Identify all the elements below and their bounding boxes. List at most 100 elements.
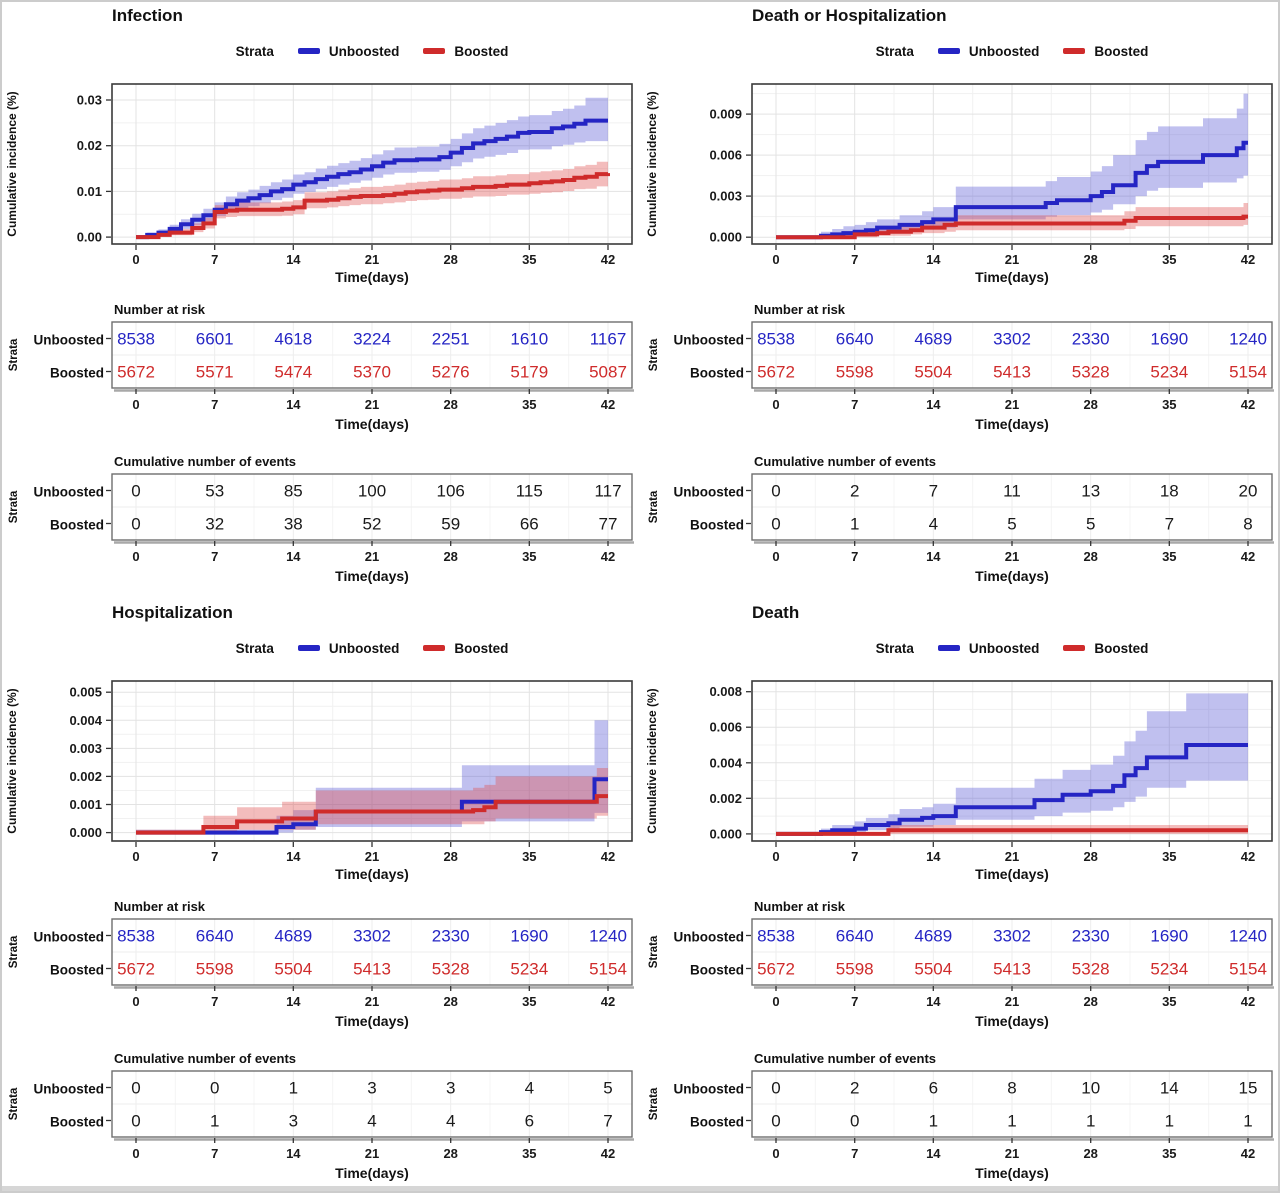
table-grid <box>752 322 1272 388</box>
table-border <box>751 1070 1273 1138</box>
table-grid <box>112 1071 632 1137</box>
y-tick-label: 0.03 <box>77 93 102 108</box>
x-tick-label: 7 <box>851 549 858 564</box>
table-cell: 4 <box>929 515 938 534</box>
table-cell: 3 <box>367 1079 376 1098</box>
strata-axis-label: Strata <box>648 935 660 968</box>
ci-band-boosted <box>136 159 608 238</box>
legend-label-boosted: Boosted <box>454 640 509 656</box>
table-cell: 5504 <box>914 960 952 979</box>
x-tick-label: 0 <box>772 549 779 564</box>
x-tick-label: 35 <box>522 549 536 564</box>
table-cell: 52 <box>363 515 382 534</box>
panel-border <box>751 83 1273 245</box>
x-tick-label: 14 <box>286 1146 301 1161</box>
x-tick-label: 0 <box>132 1146 139 1161</box>
x-tick-label: 42 <box>601 994 615 1009</box>
table-cell: 5474 <box>274 363 312 382</box>
x-tick-label: 7 <box>211 397 218 412</box>
x-tick-label: 7 <box>211 849 218 864</box>
x-tick-label: 7 <box>211 549 218 564</box>
table-cell: 13 <box>1081 482 1100 501</box>
table-cell: 3224 <box>353 330 391 349</box>
x-tick-label: 28 <box>443 252 457 267</box>
table-cell: 4 <box>446 1112 455 1131</box>
table-cell: 8538 <box>757 330 795 349</box>
table-grid <box>112 322 632 388</box>
strata-row-label: Boosted <box>690 1115 744 1130</box>
legend-key-unboosted-icon <box>297 48 320 54</box>
y-tick-label: 0.02 <box>77 138 102 153</box>
survival-plot: 0 7 14 21 28 35 42 0.000 0.003 0.006 0.009 Time(day… <box>645 83 1273 285</box>
table-cell: 5598 <box>836 363 874 382</box>
table-cell: 2330 <box>1072 927 1110 946</box>
legend-key-boosted-icon <box>423 48 446 54</box>
x-axis-title: Time(days) <box>975 866 1049 882</box>
strata-row-label: Unboosted <box>34 485 105 500</box>
x-axis: 0 7 14 21 28 35 42 <box>132 842 615 864</box>
table-cell: 5413 <box>993 960 1031 979</box>
y-tick-label: 0.006 <box>709 720 742 735</box>
table-cell: 5 <box>1007 515 1016 534</box>
x-tick-label: 35 <box>522 252 536 267</box>
x-tick-label: 35 <box>522 397 536 412</box>
table-cell: 5087 <box>589 363 627 382</box>
x-tick-label: 42 <box>601 849 615 864</box>
table-cell: 6 <box>525 1112 534 1131</box>
legend: Strata Unboosted Boosted <box>752 639 1272 657</box>
table-cell: 6 <box>929 1079 938 1098</box>
table-cell: 1 <box>1243 1112 1252 1131</box>
legend-strata-label: Strata <box>875 43 914 59</box>
panel-death-or-hospitalization: Death or Hospitalization Strata Unbooste… <box>642 2 1278 598</box>
strata-row-label: Boosted <box>50 518 104 533</box>
table-cell: 4689 <box>274 927 312 946</box>
y-tick-label: 0.009 <box>709 107 742 122</box>
table-grid <box>752 1071 1272 1137</box>
x-tick-label: 42 <box>1241 397 1255 412</box>
chart-title: Death or Hospitalization <box>752 6 947 25</box>
x-tick-label: 7 <box>851 1146 858 1161</box>
table-cell: 5571 <box>196 363 234 382</box>
legend-label-unboosted: Unboosted <box>328 43 400 59</box>
x-tick-label: 35 <box>1162 397 1176 412</box>
strata-row-label: Unboosted <box>674 1082 745 1097</box>
legend-label-unboosted: Unboosted <box>968 640 1040 656</box>
y-tick-label: 0.004 <box>709 755 742 770</box>
x-tick-label: 14 <box>286 252 301 267</box>
survival-curve-boosted <box>776 828 1248 836</box>
ci-band-unboosted <box>776 693 1248 834</box>
x-tick-label: 21 <box>1005 849 1019 864</box>
table-cell: 5504 <box>914 363 952 382</box>
x-tick-label: 21 <box>365 252 379 267</box>
x-tick-label: 14 <box>286 397 301 412</box>
table-cell: 5504 <box>274 960 312 979</box>
strata-axis-label: Strata <box>8 935 20 968</box>
table-cell: 1 <box>1007 1112 1016 1131</box>
table-cell: 1167 <box>590 330 627 349</box>
x-tick-label: 7 <box>851 994 858 1009</box>
survival-curve-boosted <box>136 172 610 240</box>
table-cell: 77 <box>599 515 618 534</box>
x-axis-title: Time(days) <box>335 269 409 285</box>
legend-label-unboosted: Unboosted <box>968 43 1040 59</box>
table-cell: 5370 <box>353 363 391 382</box>
table-grid <box>752 474 1272 540</box>
table-cell: 10 <box>1081 1079 1100 1098</box>
table-cell: 0 <box>210 1079 219 1098</box>
table-cell: 18 <box>1160 482 1179 501</box>
table-cell: 0 <box>131 1079 140 1098</box>
table-cell: 4618 <box>274 330 312 349</box>
table-cell: 5413 <box>993 363 1031 382</box>
x-tick-label: 42 <box>601 549 615 564</box>
table-cell: 100 <box>358 482 386 501</box>
legend-label-boosted: Boosted <box>454 43 509 59</box>
table-border <box>111 1070 633 1138</box>
table-cell: 1 <box>289 1079 298 1098</box>
x-axis-title: Time(days) <box>975 568 1049 584</box>
table-cell: 6640 <box>836 330 874 349</box>
risk-table-title: Number at risk <box>114 302 206 317</box>
strata-axis-label: Strata <box>8 490 20 523</box>
ci-band-unboosted <box>776 93 1248 238</box>
table-x-axis: 0 7 14 21 28 35 42 <box>132 389 615 412</box>
x-tick-label: 7 <box>851 849 858 864</box>
